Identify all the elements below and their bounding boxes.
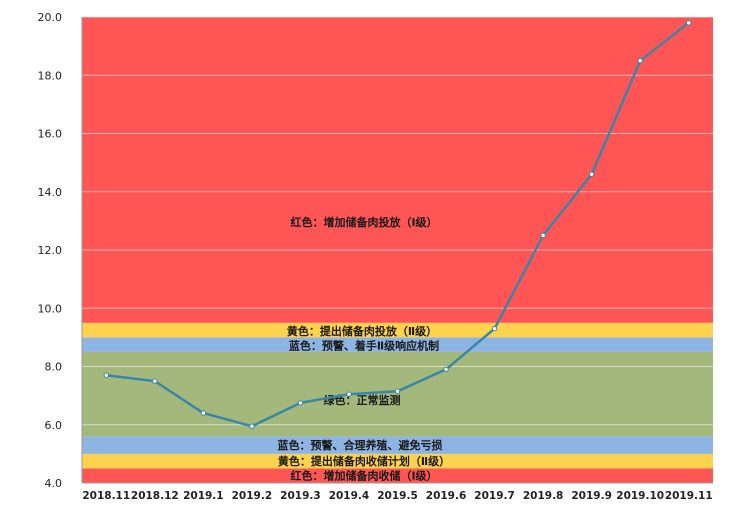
band-6 (82, 17, 713, 323)
band-2 (82, 436, 713, 454)
x-tick-label: 2019.8 (523, 490, 564, 502)
data-point (588, 171, 595, 177)
data-point (637, 57, 643, 64)
x-tick-label: 2019.10 (616, 490, 664, 502)
x-tick-label: 2019.3 (280, 490, 321, 502)
x-tick-label: 2019.5 (377, 490, 418, 502)
y-tick-label: 12.0 (38, 244, 63, 257)
x-tick-label: 2019.9 (571, 490, 612, 502)
band-label-3: 绿色：正常监测 (324, 393, 401, 407)
band-4 (82, 337, 713, 352)
band-label-2: 蓝色：预警、合理养殖、避免亏损 (278, 438, 443, 452)
data-point (249, 423, 255, 429)
y-tick-label: 10.0 (38, 302, 63, 315)
data-point (394, 388, 401, 394)
data-point (297, 400, 304, 406)
band-5 (82, 322, 713, 338)
data-point (491, 325, 498, 332)
x-tick-label: 2019.1 (183, 490, 224, 502)
y-tick-label: 20.0 (38, 11, 63, 24)
series-layer (103, 20, 692, 429)
band-label-5: 黄色：提出储备肉投放（Ⅱ级） (287, 324, 437, 338)
band-label-1: 黄色：提出储备肉收储计划（Ⅱ级） (278, 454, 450, 468)
band-labels-layer: 红色：增加储备肉收储（Ⅰ级）黄色：提出储备肉收储计划（Ⅱ级） 蓝色：预警、合理养殖… (278, 215, 451, 483)
x-tick-label: 2019.11 (665, 490, 713, 502)
x-tick-label: 2019.7 (474, 490, 515, 502)
data-point (346, 391, 352, 397)
axis-layer: 4.0 6.0 8.0 10.0 12.0 14.0 16.0 18.0 20.0 2018.11… (38, 11, 713, 502)
y-tick-label: 4.0 (45, 477, 63, 490)
data-point (152, 378, 158, 384)
band-label-4: 蓝色：预警、着手Ⅱ级响应机制 (289, 339, 439, 353)
y-tick-label: 18.0 (38, 69, 63, 82)
y-tick-label: 6.0 (45, 419, 63, 432)
band-0 (82, 468, 713, 483)
y-tick-label: 14.0 (38, 186, 63, 199)
data-point (540, 232, 546, 239)
data-point (686, 20, 692, 26)
data-point (443, 366, 449, 373)
x-tick-label: 2018.12 (131, 490, 179, 502)
x-tick-label: 2019.4 (329, 490, 370, 502)
data-point (103, 372, 109, 378)
x-tick-label: 2018.11 (82, 490, 130, 502)
band-1 (82, 453, 713, 469)
data-point (200, 410, 207, 416)
x-tick-label: 2019.6 (426, 490, 467, 502)
y-tick-label: 16.0 (38, 128, 63, 141)
band-label-6: 红色：增加储备肉投放（Ⅰ级） (290, 215, 437, 229)
x-tick-label: 2019.2 (232, 490, 273, 502)
y-tick-label: 8.0 (45, 361, 63, 374)
band-label-0: 红色：增加储备肉收储（Ⅰ级） (290, 469, 437, 483)
